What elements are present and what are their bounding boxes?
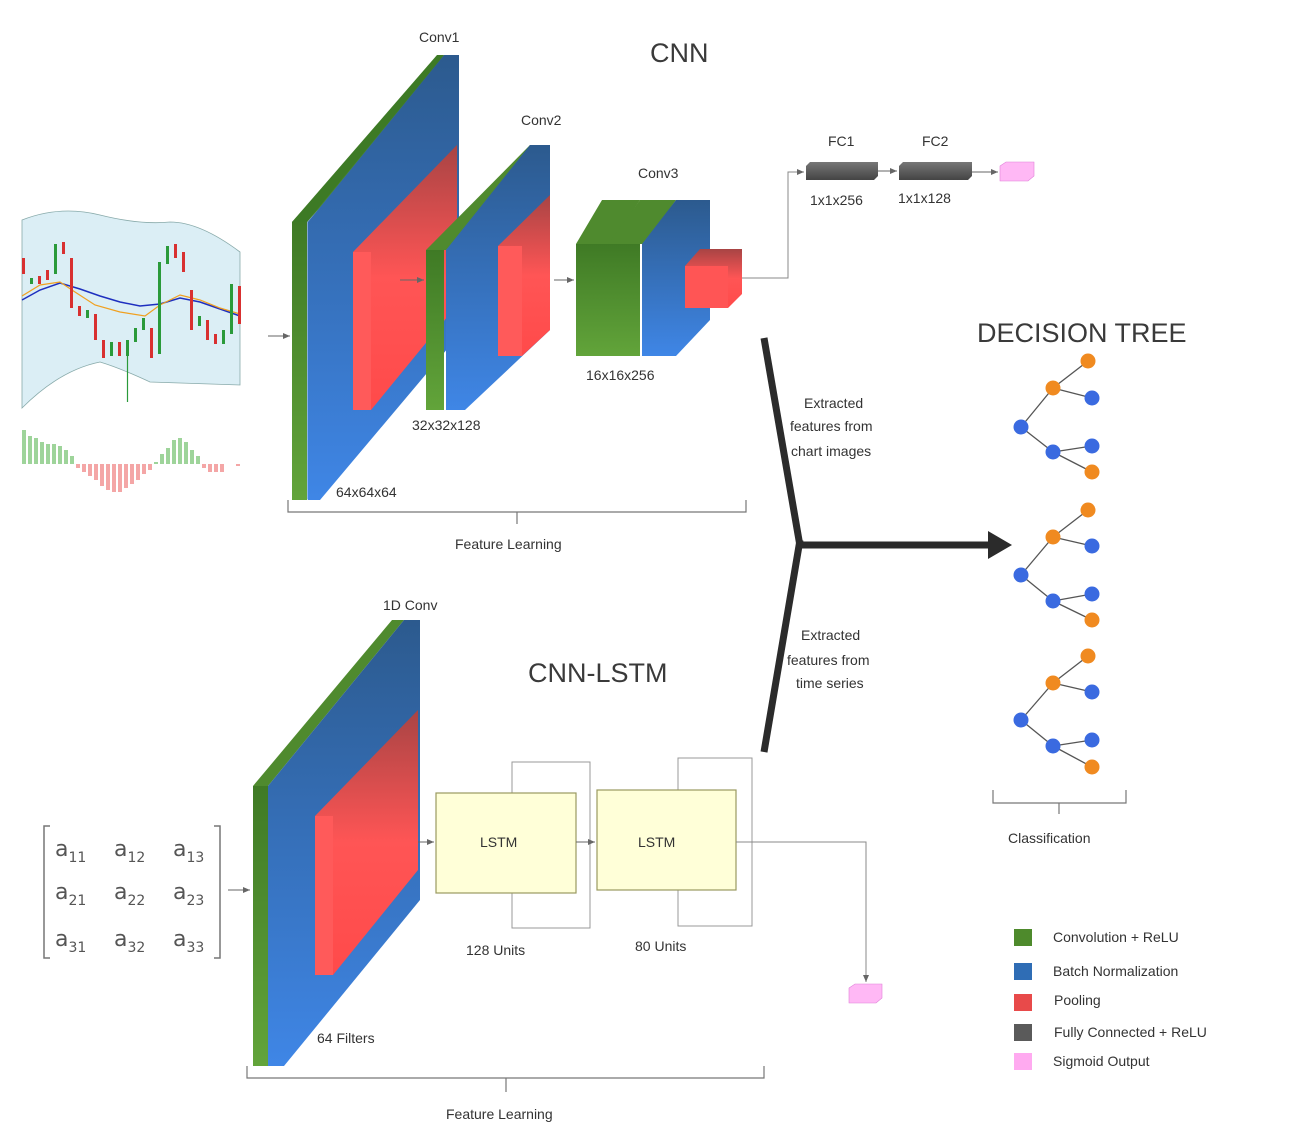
cnn-title: CNN	[650, 38, 709, 68]
conv2-dim-label: 32x32x128	[412, 417, 481, 433]
fc2-dim-label: 1x1x128	[898, 190, 951, 206]
svg-text:Convolution + ReLU: Convolution + ReLU	[1053, 929, 1179, 945]
decision-tree-1	[1013, 353, 1100, 480]
legend-item-pooling: Pooling	[1014, 992, 1101, 1011]
legend: Convolution + ReLU Batch Normalization P…	[1014, 929, 1207, 1070]
fc2-label: FC2	[922, 133, 949, 149]
lstm2-label: LSTM	[638, 834, 675, 850]
cnn-lstm-title: CNN-LSTM	[528, 658, 668, 688]
svg-text:Extracted: Extracted	[804, 395, 863, 411]
lstm1-recurrent-loop	[511, 761, 591, 929]
svg-text:a32: a32	[114, 927, 145, 956]
svg-text:a12: a12	[114, 837, 145, 866]
classification-bracket	[992, 790, 1127, 814]
conv1-block	[292, 55, 459, 500]
legend-item-fully-connected: Fully Connected + ReLU	[1014, 1024, 1207, 1041]
lstm2-cell	[596, 789, 737, 891]
svg-text:Sigmoid Output: Sigmoid Output	[1053, 1053, 1150, 1069]
conv1-label: Conv1	[419, 29, 460, 45]
lstm2-to-output-connector	[736, 841, 869, 982]
legend-item-batch-normalization: Batch Normalization	[1014, 963, 1178, 980]
legend-swatch	[1014, 963, 1032, 980]
input-matrix: a11 a12 a13 a21 a22 a23 a31 a32 a33	[43, 825, 221, 959]
svg-text:Fully Connected + ReLU: Fully Connected + ReLU	[1054, 1024, 1207, 1040]
conv2-block	[426, 145, 550, 410]
conv3-dim-label: 16x16x256	[586, 367, 655, 383]
conv3-block	[576, 200, 742, 356]
conv3-label: Conv3	[638, 165, 679, 181]
legend-item-convolution: Convolution + ReLU	[1014, 929, 1179, 946]
lstm-sigmoid-output	[848, 983, 883, 1004]
conv1d-label: 1D Conv	[383, 597, 437, 613]
cnn-lstm-feature-learning-label: Feature Learning	[446, 1106, 553, 1122]
cnn-lstm-feature-bracket	[246, 1066, 765, 1092]
svg-text:a33: a33	[173, 927, 204, 956]
svg-text:a21: a21	[55, 880, 86, 909]
svg-text:a23: a23	[173, 880, 204, 909]
svg-text:Pooling: Pooling	[1054, 992, 1101, 1008]
legend-swatch	[1014, 1024, 1032, 1041]
cnn-feature-learning-label: Feature Learning	[455, 536, 562, 552]
svg-text:time series: time series	[796, 675, 864, 691]
svg-text:a11: a11	[55, 837, 86, 866]
legend-swatch	[1014, 1053, 1032, 1070]
fc1-label: FC1	[828, 133, 855, 149]
svg-text:features from: features from	[787, 652, 869, 668]
conv1-dim-label: 64x64x64	[336, 484, 397, 500]
svg-text:Batch Normalization: Batch Normalization	[1053, 963, 1178, 979]
svg-text:a13: a13	[173, 837, 204, 866]
lstm1-cell	[435, 792, 577, 894]
fc2-block	[899, 162, 972, 180]
decision-tree-2	[1013, 502, 1100, 628]
legend-swatch	[1014, 994, 1032, 1011]
chart-features-annotation: Extracted features from chart images	[790, 395, 872, 459]
classification-label: Classification	[1008, 830, 1090, 846]
svg-text:a22: a22	[114, 880, 145, 909]
lstm1-units-label: 128 Units	[466, 942, 525, 958]
conv3-to-fc1-connector	[742, 169, 804, 279]
candlesticks	[22, 242, 241, 402]
macd-histogram	[22, 430, 240, 492]
conv1d-block	[253, 620, 420, 1066]
legend-item-sigmoid-output: Sigmoid Output	[1014, 1053, 1150, 1070]
fc1-dim-label: 1x1x256	[810, 192, 863, 208]
series-features-annotation: Extracted features from time series	[787, 627, 869, 691]
stock-chart-thumbnail	[21, 210, 241, 492]
cnn-sigmoid-output	[999, 161, 1035, 182]
legend-swatch	[1014, 929, 1032, 946]
svg-text:chart images: chart images	[791, 443, 871, 459]
svg-text:a31: a31	[55, 927, 86, 956]
decision-tree-3	[1013, 648, 1100, 775]
svg-text:features from: features from	[790, 418, 872, 434]
merge-arrow	[760, 337, 1012, 753]
cnn-feature-bracket	[287, 500, 747, 524]
fc1-block	[806, 162, 878, 180]
svg-text:Extracted: Extracted	[801, 627, 860, 643]
decision-tree-title: DECISION TREE	[977, 318, 1187, 348]
conv2-label: Conv2	[521, 112, 562, 128]
lstm2-units-label: 80 Units	[635, 938, 686, 954]
lstm1-label: LSTM	[480, 834, 517, 850]
filters-label: 64 Filters	[317, 1030, 375, 1046]
